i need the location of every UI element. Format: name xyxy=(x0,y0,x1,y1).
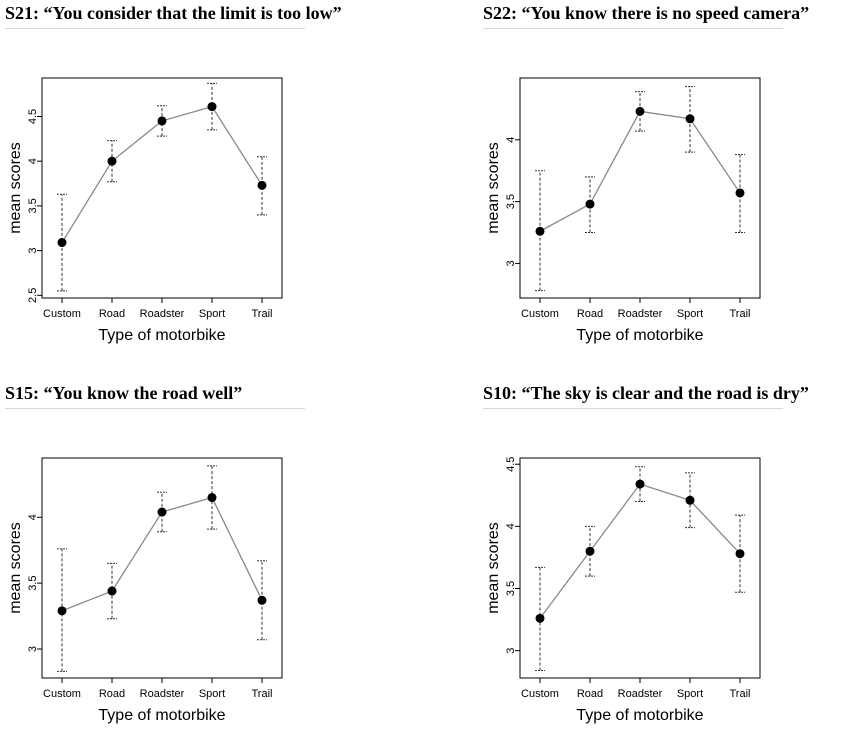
series-line xyxy=(61,105,263,243)
x-tick-label: Trail xyxy=(252,688,273,700)
panel-title: S22: “You know there is no speed camera” xyxy=(483,3,810,23)
y-tick-label: 3.5 xyxy=(505,581,517,596)
y-tick-label: 3.5 xyxy=(505,194,517,209)
data-point xyxy=(157,116,167,126)
title-divider xyxy=(483,408,783,409)
x-tick-label: Roadster xyxy=(618,308,663,320)
data-point xyxy=(635,479,645,489)
x-tick-label: Sport xyxy=(677,688,703,700)
x-tick-label: Custom xyxy=(43,308,81,320)
chart-plot: 2.5 3 3.5 4 4.5 Custom Road Roadster Sport Trail T… xyxy=(7,77,283,344)
data-point xyxy=(585,199,595,209)
data-point xyxy=(107,586,117,596)
title-divider xyxy=(483,28,783,29)
y-tick-label: 3.5 xyxy=(27,198,39,213)
data-point xyxy=(57,238,67,248)
title-divider xyxy=(5,28,305,29)
y-tick-label: 3 xyxy=(505,260,517,266)
panel-title: S21: “You consider that the limit is too… xyxy=(5,3,342,23)
chart-plot: 3 3.5 4 Custom Road Roadster Sport Trail Type of… xyxy=(485,77,761,344)
data-point xyxy=(207,493,217,503)
chart-plot: 3 3.5 4 Custom Road Roadster Sport Trail Type of… xyxy=(7,457,283,724)
chart-panel-s15: S15: “You know the road well” 3 3.5 4 Custo… xyxy=(5,382,385,752)
x-tick-label: Roadster xyxy=(140,308,185,320)
y-tick-label: 2.5 xyxy=(27,288,39,303)
x-tick-label: Sport xyxy=(199,688,225,700)
x-tick-label: Trail xyxy=(252,308,273,320)
x-tick-label: Road xyxy=(577,308,603,320)
x-tick-label: Trail xyxy=(730,308,751,320)
data-point xyxy=(207,102,217,112)
y-tick-label: 4 xyxy=(505,523,517,529)
data-point xyxy=(635,106,645,116)
chart-panel-s21: S21: “You consider that the limit is too… xyxy=(5,2,385,372)
data-point xyxy=(585,546,595,556)
title-divider xyxy=(5,408,305,409)
x-axis-title: Type of motorbike xyxy=(576,327,703,344)
x-tick-label: Sport xyxy=(199,308,225,320)
data-point xyxy=(685,495,695,505)
y-axis-title: mean scores xyxy=(7,142,24,234)
x-tick-label: Road xyxy=(99,688,125,700)
x-axis-title: Type of motorbike xyxy=(98,707,225,724)
chart-panel-s22: S22: “You know there is no speed camera”… xyxy=(483,2,845,372)
data-point xyxy=(257,180,267,190)
panel-title: S15: “You know the road well” xyxy=(5,383,243,403)
data-point xyxy=(535,613,545,623)
x-tick-label: Sport xyxy=(677,308,703,320)
y-axis-title: mean scores xyxy=(485,522,502,614)
data-point xyxy=(257,595,267,605)
y-tick-label: 4.5 xyxy=(505,457,517,472)
x-tick-label: Custom xyxy=(521,308,559,320)
y-tick-label: 3 xyxy=(505,648,517,654)
y-tick-label: 3 xyxy=(27,646,39,652)
y-tick-label: 3.5 xyxy=(27,576,39,591)
x-tick-label: Custom xyxy=(43,688,81,700)
panel-title: S10: “The sky is clear and the road is d… xyxy=(483,383,809,403)
x-axis-title: Type of motorbike xyxy=(98,327,225,344)
x-tick-label: Trail xyxy=(730,688,751,700)
x-tick-label: Roadster xyxy=(618,688,663,700)
data-point xyxy=(685,114,695,124)
x-tick-label: Road xyxy=(577,688,603,700)
data-point xyxy=(535,226,545,236)
y-tick-label: 4 xyxy=(505,137,517,143)
data-point xyxy=(735,549,745,559)
y-tick-label: 3 xyxy=(27,248,39,254)
x-axis-title: Type of motorbike xyxy=(576,707,703,724)
y-tick-label: 4 xyxy=(27,514,39,520)
data-point xyxy=(107,156,117,166)
y-axis-title: mean scores xyxy=(485,142,502,234)
x-tick-label: Roadster xyxy=(140,688,185,700)
series-line xyxy=(539,483,741,619)
data-point xyxy=(735,188,745,198)
x-tick-label: Custom xyxy=(521,688,559,700)
data-point xyxy=(57,606,67,616)
data-point xyxy=(157,507,167,517)
y-axis-title: mean scores xyxy=(7,522,24,614)
y-tick-label: 4.5 xyxy=(27,109,39,124)
x-tick-label: Road xyxy=(99,308,125,320)
chart-panel-s10: S10: “The sky is clear and the road is d… xyxy=(483,382,845,752)
chart-plot: 3 3.5 4 4.5 Custom Road Roadster Sport Trail Type… xyxy=(485,457,761,724)
y-tick-label: 4 xyxy=(27,158,39,164)
